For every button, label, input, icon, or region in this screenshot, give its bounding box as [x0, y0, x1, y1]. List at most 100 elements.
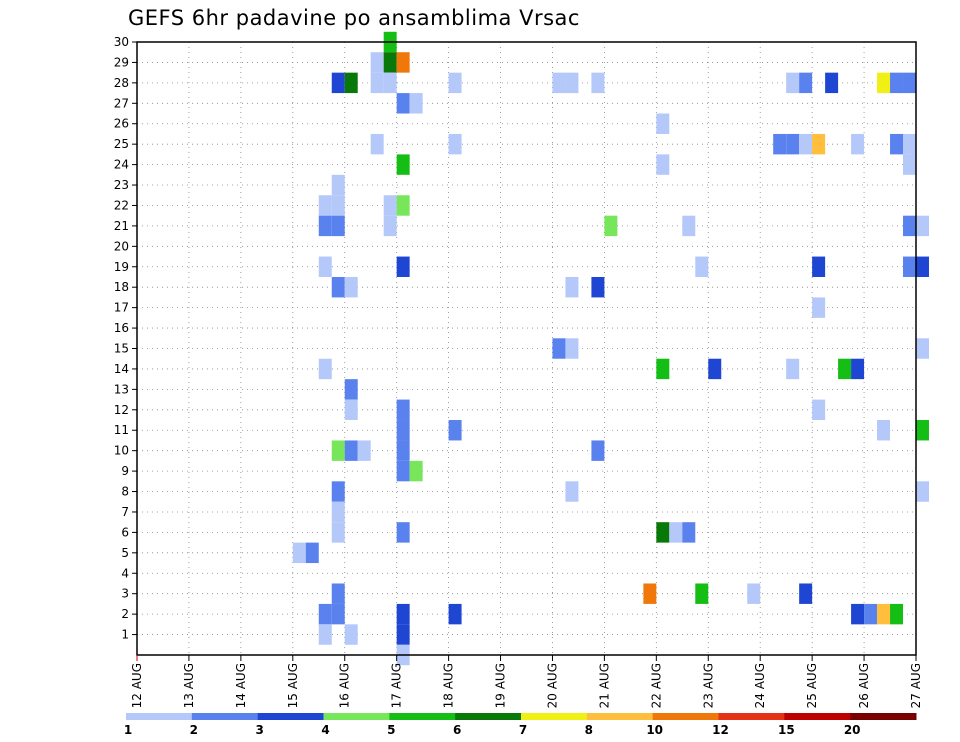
- precip-cell: [591, 276, 605, 298]
- y-tick-label: 22: [114, 198, 129, 212]
- precip-cell: [799, 133, 813, 155]
- x-tick-label: 23 AUG: [701, 663, 715, 708]
- precip-cell: [396, 522, 410, 543]
- precip-cell: [565, 338, 579, 359]
- y-tick-label: 30: [114, 35, 129, 49]
- precip-cell: [344, 624, 358, 645]
- precip-cell: [331, 603, 345, 625]
- precip-cell: [396, 93, 410, 114]
- precip-cell: [396, 399, 410, 421]
- precip-cell: [877, 603, 891, 625]
- precip-cell: [838, 358, 852, 380]
- y-tick-label: 13: [114, 382, 129, 396]
- precip-cell: [344, 399, 358, 421]
- x-tick-label: 14 AUG: [234, 663, 248, 708]
- precip-cell: [396, 154, 410, 175]
- precip-cell: [331, 276, 345, 298]
- colorbar-segment: [850, 713, 917, 720]
- y-tick-label: 29: [114, 55, 129, 69]
- colorbar-label: 6: [453, 723, 461, 737]
- precip-cell: [448, 133, 462, 155]
- precip-cell: [552, 72, 566, 94]
- y-tick-label: 18: [114, 280, 129, 294]
- precip-cell: [656, 522, 670, 543]
- precip-cell: [318, 603, 332, 625]
- precip-cell: [786, 72, 800, 94]
- y-tick-label: 2: [121, 607, 129, 621]
- precip-cell: [318, 195, 332, 216]
- y-tick-label: 25: [114, 137, 129, 151]
- precip-cell: [331, 501, 345, 523]
- precip-cell: [331, 72, 345, 94]
- precip-cell: [318, 215, 332, 237]
- precip-cell: [851, 358, 865, 380]
- precip-cell: [383, 72, 397, 94]
- x-tick-label: 12 AUG: [130, 663, 144, 708]
- precip-cell: [344, 379, 358, 400]
- y-tick-label: 14: [114, 362, 129, 376]
- precip-cell: [318, 256, 332, 277]
- precip-cell: [396, 440, 410, 461]
- colorbar-label: 12: [712, 723, 729, 737]
- precip-cell: [903, 133, 916, 155]
- colorbar-segment: [718, 713, 785, 720]
- precip-cell: [344, 440, 358, 461]
- precip-cell: [877, 420, 891, 441]
- colorbar-segment: [126, 713, 193, 720]
- precip-cell: [331, 583, 345, 604]
- precip-cell: [825, 72, 839, 94]
- colorbar-label: 10: [646, 723, 663, 737]
- colorbar-segment: [323, 713, 390, 720]
- precip-cell: [773, 133, 787, 155]
- precip-cell: [916, 420, 929, 441]
- precip-cell: [318, 358, 332, 380]
- ticks-layer: 1234567891011121314151617181920212223242…: [114, 35, 923, 708]
- precip-cell: [409, 460, 423, 482]
- x-tick-label: 21 AUG: [597, 663, 611, 708]
- x-tick-label: 19 AUG: [494, 663, 508, 708]
- precip-cell: [396, 603, 410, 625]
- chart-title: GEFS 6hr padavine po ansamblima Vrsac: [128, 6, 580, 30]
- precip-cell: [448, 72, 462, 94]
- x-tick-label: 25 AUG: [805, 663, 819, 708]
- precip-cell: [656, 358, 670, 380]
- colorbar-label: 2: [190, 723, 198, 737]
- x-tick-label: 15 AUG: [286, 663, 300, 708]
- precip-cell: [799, 72, 813, 94]
- precip-cell: [591, 440, 605, 461]
- precip-cell: [292, 542, 306, 564]
- precip-cell: [799, 583, 813, 604]
- precip-cell: [916, 481, 929, 502]
- y-tick-label: 21: [114, 219, 129, 233]
- precip-cell: [344, 276, 358, 298]
- colorbar-segment: [784, 713, 851, 720]
- x-tick-label: 27 AUG: [909, 663, 923, 708]
- precip-cell: [565, 276, 579, 298]
- precip-cell: [331, 522, 345, 543]
- precip-cell: [851, 133, 865, 155]
- precip-cell: [916, 256, 929, 277]
- precip-cell: [604, 215, 618, 237]
- y-tick-label: 7: [121, 505, 129, 519]
- colorbar-segment: [586, 713, 654, 720]
- colorbar-label: 1: [124, 723, 132, 737]
- precip-cell: [851, 603, 865, 625]
- precip-cell: [448, 603, 462, 625]
- precip-cell: [747, 583, 761, 604]
- y-tick-label: 23: [114, 178, 129, 192]
- precip-cell: [864, 603, 878, 625]
- x-tick-label: 20 AUG: [545, 663, 559, 708]
- precip-cell: [552, 338, 566, 359]
- precip-cell: [890, 603, 904, 625]
- colorbar: 1 2 3 4 5 6 7 8 10 12 15 20: [124, 713, 917, 737]
- y-tick-label: 20: [114, 239, 129, 253]
- y-tick-label: 6: [121, 525, 129, 539]
- x-tick-label: 16 AUG: [338, 663, 352, 708]
- precip-cell: [383, 195, 397, 216]
- colorbar-segment: [652, 713, 719, 720]
- y-tick-label: 5: [121, 546, 129, 560]
- colorbar-segment: [257, 713, 324, 720]
- precip-cell: [695, 256, 709, 277]
- precip-cell: [396, 460, 410, 482]
